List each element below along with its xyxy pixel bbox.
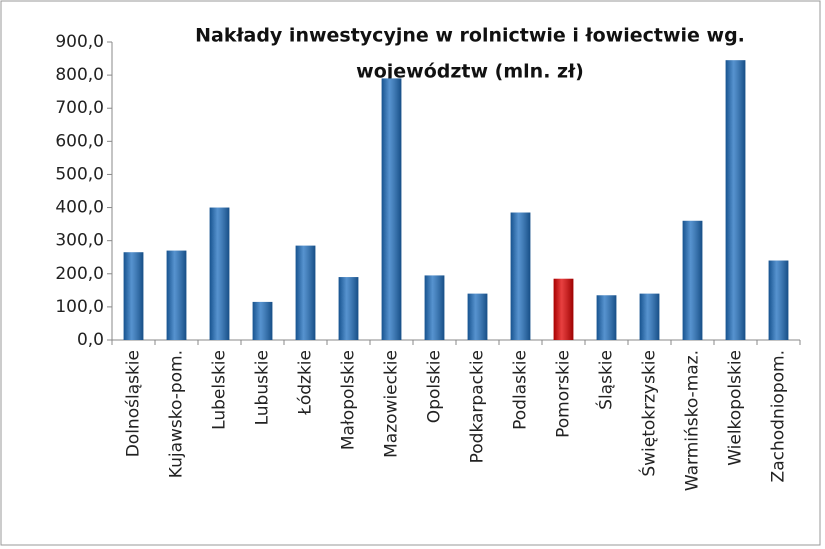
bar-shade bbox=[209, 207, 230, 340]
y-tick-label: 100,0 bbox=[55, 297, 104, 317]
x-tick-label: Mazowieckie bbox=[382, 350, 402, 458]
x-tick-label: Pomorskie bbox=[554, 350, 574, 438]
x-tick-label: Opolskie bbox=[425, 350, 445, 423]
y-tick-label: 0,0 bbox=[77, 330, 104, 350]
bar-shade bbox=[682, 220, 703, 340]
y-tick-label: 400,0 bbox=[55, 198, 104, 218]
bar-shade bbox=[467, 293, 488, 340]
x-tick-label: Kujawsko-pom. bbox=[167, 350, 187, 478]
x-tick-label: Łódzkie bbox=[296, 350, 316, 416]
chart-title: województw (mln. zł) bbox=[356, 61, 584, 83]
y-tick-label: 700,0 bbox=[55, 98, 104, 118]
y-tick-label: 300,0 bbox=[55, 231, 104, 251]
bar-shade bbox=[424, 275, 445, 340]
y-tick-label: 200,0 bbox=[55, 264, 104, 284]
bar-shade bbox=[166, 250, 187, 340]
bar-shade bbox=[725, 60, 746, 340]
x-tick-label: Podkarpackie bbox=[468, 350, 488, 463]
bar-shade bbox=[381, 78, 402, 340]
bar-shade bbox=[510, 212, 531, 340]
y-tick-label: 900,0 bbox=[55, 32, 104, 52]
x-tick-label: Dolnośląskie bbox=[124, 350, 144, 457]
bar-shade bbox=[338, 277, 359, 340]
bar-shade bbox=[295, 245, 316, 340]
bar-shade bbox=[639, 293, 660, 340]
x-tick-label: Warmińsko-maz. bbox=[683, 350, 703, 491]
x-tick-label: Świętokrzyskie bbox=[638, 350, 660, 477]
chart-title: Nakłady inwestycyjne w rolnictwie i łowi… bbox=[195, 25, 745, 47]
x-tick-label: Podlaskie bbox=[511, 350, 531, 430]
y-tick-label: 600,0 bbox=[55, 131, 104, 151]
bar-shade bbox=[596, 295, 617, 340]
y-tick-label: 500,0 bbox=[55, 164, 104, 184]
x-tick-label: Śląskie bbox=[595, 350, 617, 410]
x-tick-label: Wielkopolskie bbox=[726, 350, 746, 466]
bar-shade bbox=[553, 278, 574, 340]
x-tick-label: Lubelskie bbox=[210, 350, 230, 430]
x-tick-label: Małopolskie bbox=[339, 350, 359, 450]
x-tick-label: Lubuskie bbox=[253, 350, 273, 425]
bar-shade bbox=[252, 301, 273, 340]
bar-shade bbox=[768, 260, 789, 340]
y-tick-label: 800,0 bbox=[55, 65, 104, 85]
x-tick-label: Zachodniopom. bbox=[769, 350, 789, 482]
bar-shade bbox=[123, 252, 144, 340]
